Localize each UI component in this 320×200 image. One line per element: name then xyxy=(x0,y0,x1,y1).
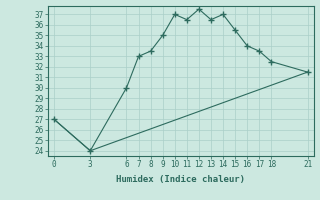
X-axis label: Humidex (Indice chaleur): Humidex (Indice chaleur) xyxy=(116,175,245,184)
